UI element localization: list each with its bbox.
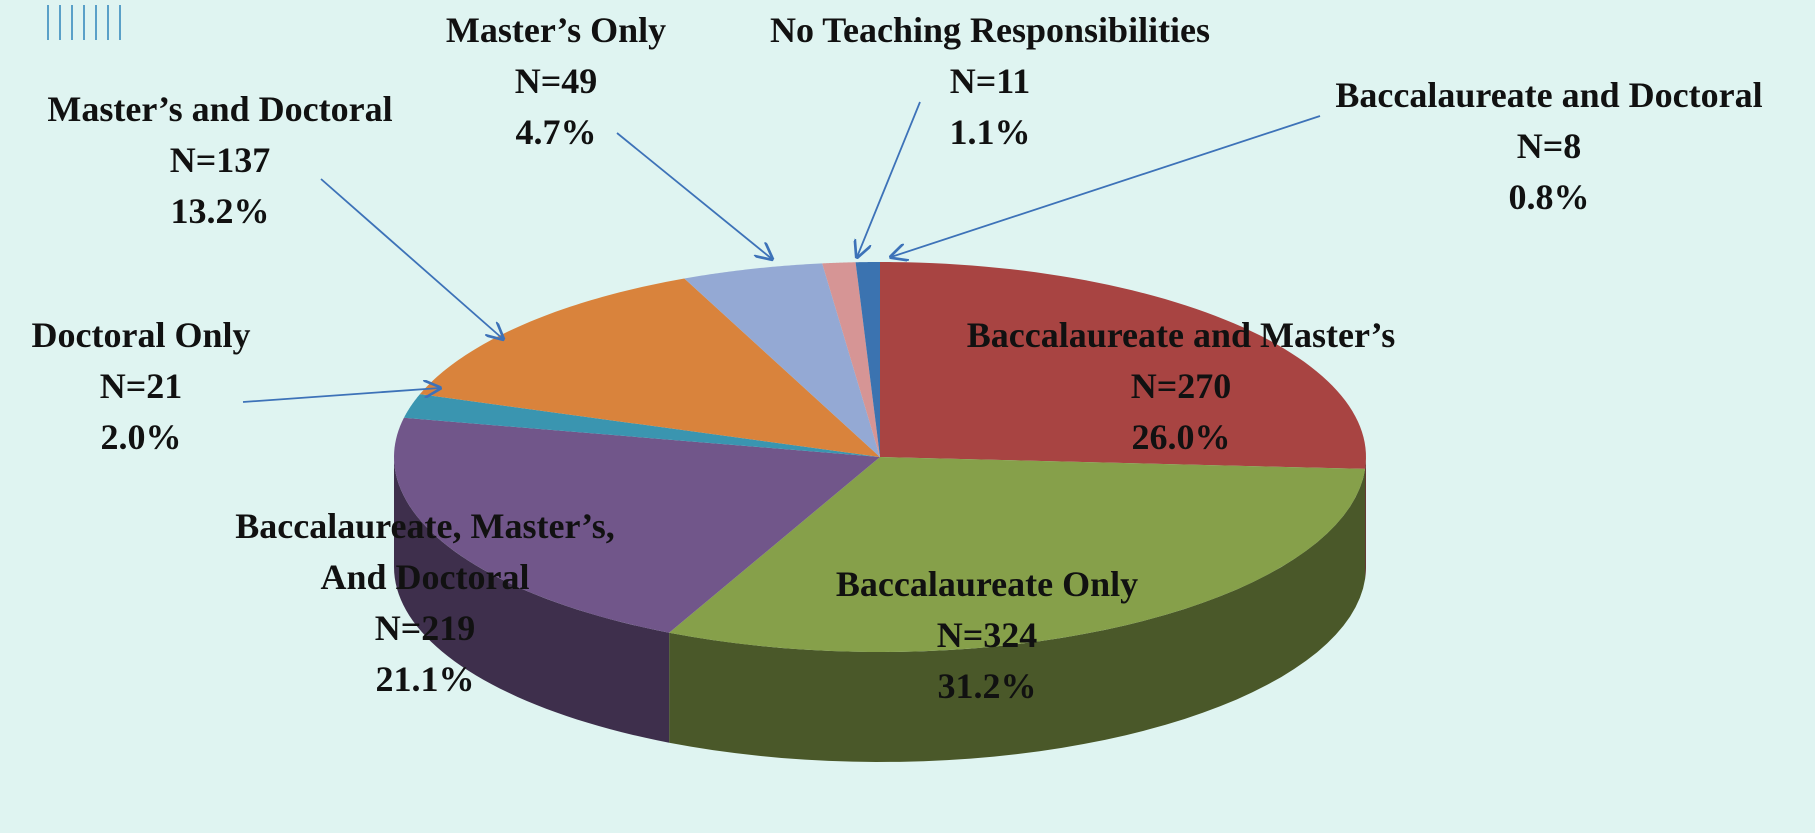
count-label: N=137	[169, 140, 271, 180]
slice-side	[1365, 457, 1366, 579]
data-label: Master’s Only N=49 4.7%	[446, 5, 666, 158]
count-label: N=219	[374, 608, 476, 648]
category-label: Baccalaureate and Doctoral	[1335, 75, 1763, 115]
data-label: Baccalaureate and Master’s N=270 26.0%	[967, 310, 1396, 463]
data-label: No Teaching Responsibilities N=11 1.1%	[770, 5, 1210, 158]
percent-label: 0.8%	[1508, 177, 1590, 217]
leader-lines	[242, 101, 1321, 403]
category-label: No Teaching Responsibilities	[769, 10, 1211, 50]
slice	[855, 262, 880, 457]
count-label: N=21	[99, 366, 183, 406]
percent-label: 21.1%	[375, 659, 475, 699]
category-label: Baccalaureate Only	[835, 564, 1139, 604]
slice	[880, 262, 1366, 469]
data-label: Doctoral Only N=21 2.0%	[32, 310, 251, 463]
count-label: N=8	[1516, 126, 1582, 166]
count-label: N=49	[514, 61, 598, 101]
slice	[419, 278, 880, 457]
slice	[822, 262, 880, 457]
count-label: N=11	[949, 61, 1031, 101]
data-label: Baccalaureate, Master’s, And Doctoral N=2…	[205, 501, 645, 705]
slice-side	[394, 457, 670, 743]
data-label: Baccalaureate Only N=324 31.2%	[836, 559, 1138, 712]
data-label: Master’s and Doctoral N=137 13.2%	[47, 84, 392, 237]
category-label: Baccalaureate, Master’s, And Doctoral	[235, 506, 615, 597]
category-label: Doctoral Only	[31, 315, 251, 355]
category-label: Master’s Only	[445, 10, 667, 50]
decoration	[47, 5, 121, 40]
count-label: N=324	[936, 615, 1038, 655]
percent-label: 26.0%	[1131, 417, 1231, 457]
category-label: Baccalaureate and Master’s	[966, 315, 1396, 355]
percent-label: 4.7%	[515, 112, 597, 152]
slice	[669, 457, 1366, 652]
slice	[403, 394, 880, 457]
percent-label: 13.2%	[170, 191, 270, 231]
slice-side	[669, 468, 1366, 762]
data-label: Baccalaureate and Doctoral N=8 0.8%	[1335, 70, 1762, 223]
pie	[394, 262, 1366, 762]
count-label: N=270	[1130, 366, 1232, 406]
percent-label: 1.1%	[949, 112, 1031, 152]
slice	[394, 417, 880, 633]
percent-label: 31.2%	[937, 666, 1037, 706]
slice	[684, 263, 880, 457]
percent-label: 2.0%	[100, 417, 182, 457]
category-label: Master’s and Doctoral	[47, 89, 393, 129]
